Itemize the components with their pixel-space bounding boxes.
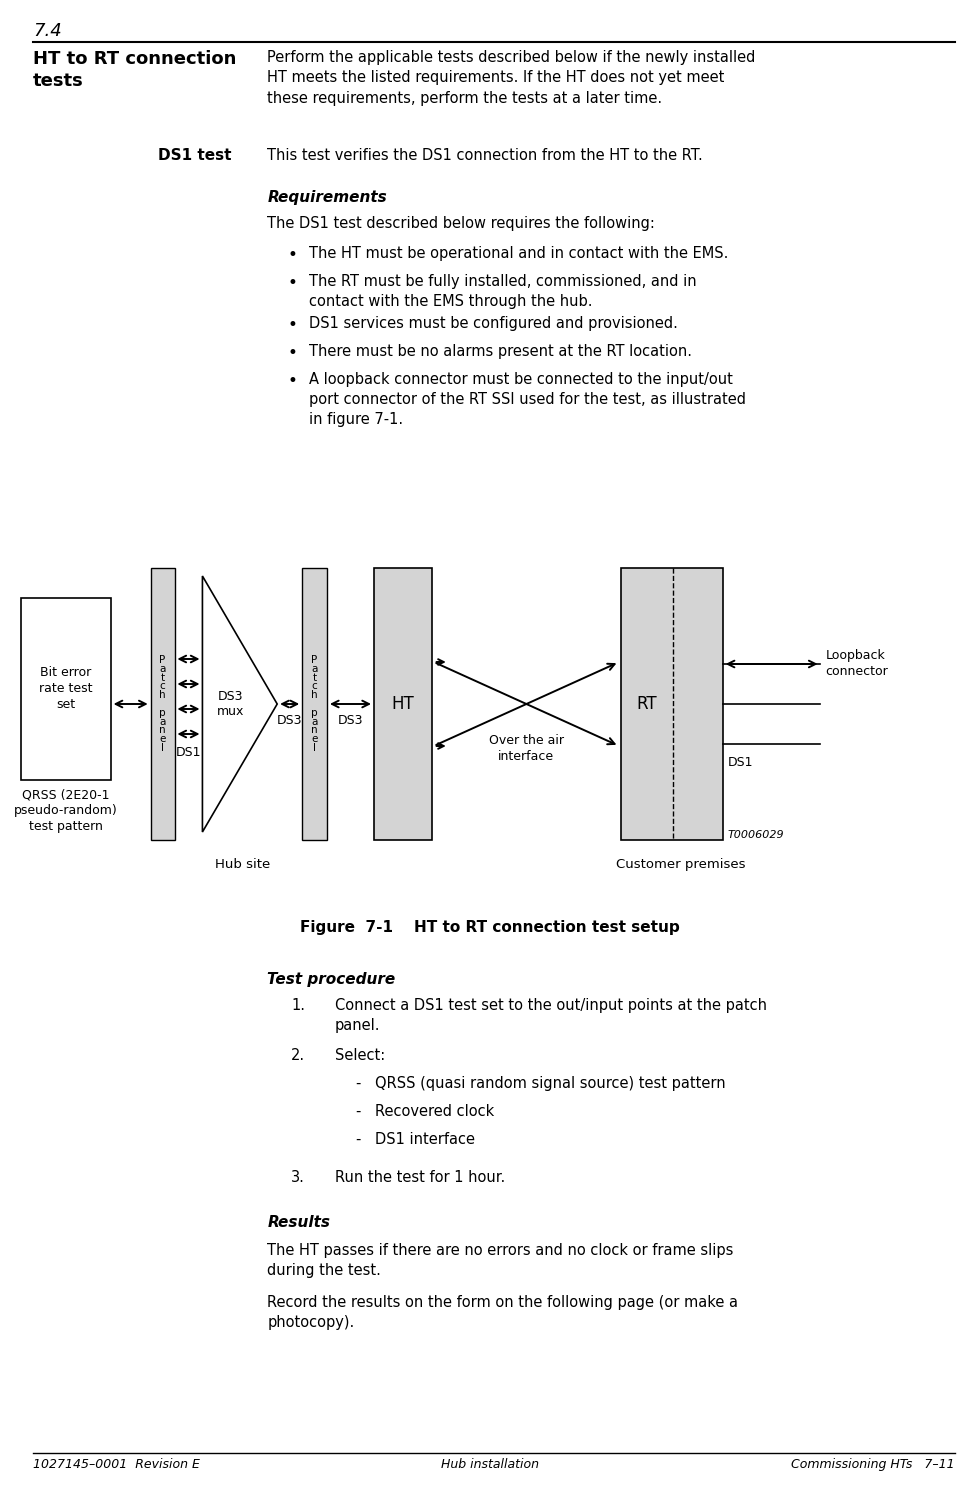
Polygon shape <box>202 576 277 832</box>
Text: DS3
mux: DS3 mux <box>217 689 244 718</box>
Bar <box>21 599 110 780</box>
Text: -: - <box>355 1077 361 1091</box>
Text: Select:: Select: <box>335 1048 385 1063</box>
Text: There must be no alarms present at the RT location.: There must be no alarms present at the R… <box>309 344 692 359</box>
Text: -: - <box>355 1132 361 1147</box>
Text: Figure  7-1    HT to RT connection test setup: Figure 7-1 HT to RT connection test setu… <box>300 920 679 935</box>
Text: HT: HT <box>392 695 414 713</box>
Text: Results: Results <box>268 1215 330 1230</box>
Text: Recovered clock: Recovered clock <box>375 1103 494 1120</box>
Text: QRSS (quasi random signal source) test pattern: QRSS (quasi random signal source) test p… <box>375 1077 726 1091</box>
Text: Bit error
rate test
set: Bit error rate test set <box>39 667 93 712</box>
Text: Loopback
connector: Loopback connector <box>826 649 888 677</box>
Text: 2.: 2. <box>291 1048 305 1063</box>
Text: T0006029: T0006029 <box>728 829 785 840</box>
Text: QRSS (2E20-1
pseudo-random)
test pattern: QRSS (2E20-1 pseudo-random) test pattern <box>14 788 117 832</box>
Text: •: • <box>287 344 297 362</box>
Text: DS1: DS1 <box>176 746 201 759</box>
Text: DS1: DS1 <box>728 756 753 768</box>
Text: Hub site: Hub site <box>215 858 270 871</box>
Text: P
a
t
c
h

p
a
n
e
l: P a t c h p a n e l <box>159 655 166 753</box>
Text: RT: RT <box>637 695 658 713</box>
Text: DS3: DS3 <box>338 715 363 727</box>
Text: DS1 interface: DS1 interface <box>375 1132 475 1147</box>
Text: The RT must be fully installed, commissioned, and in
contact with the EMS throug: The RT must be fully installed, commissi… <box>309 274 697 308</box>
Text: DS1 services must be configured and provisioned.: DS1 services must be configured and prov… <box>309 316 678 331</box>
Text: Requirements: Requirements <box>268 191 387 205</box>
Text: Hub installation: Hub installation <box>441 1458 538 1471</box>
Text: 1027145–0001  Revision E: 1027145–0001 Revision E <box>33 1458 200 1471</box>
Text: Record the results on the form on the following page (or make a
photocopy).: Record the results on the form on the fo… <box>268 1295 739 1330</box>
Text: A loopback connector must be connected to the input/out
port connector of the RT: A loopback connector must be connected t… <box>309 372 746 427</box>
Bar <box>374 567 432 840</box>
Text: Over the air
interface: Over the air interface <box>488 734 564 762</box>
Bar <box>150 567 175 840</box>
Text: Run the test for 1 hour.: Run the test for 1 hour. <box>335 1170 505 1185</box>
Text: Test procedure: Test procedure <box>268 972 396 987</box>
Text: -: - <box>355 1103 361 1120</box>
Bar <box>302 567 327 840</box>
Text: 7.4: 7.4 <box>33 22 62 40</box>
Text: The DS1 test described below requires the following:: The DS1 test described below requires th… <box>268 216 656 231</box>
Text: Customer premises: Customer premises <box>616 858 745 871</box>
Text: •: • <box>287 246 297 264</box>
Text: The HT passes if there are no errors and no clock or frame slips
during the test: The HT passes if there are no errors and… <box>268 1243 734 1279</box>
Text: Commissioning HTs   7–11: Commissioning HTs 7–11 <box>791 1458 956 1471</box>
Text: DS1 test: DS1 test <box>157 147 232 162</box>
Text: The HT must be operational and in contact with the EMS.: The HT must be operational and in contac… <box>309 246 729 261</box>
Text: P
a
t
c
h

p
a
n
e
l: P a t c h p a n e l <box>312 655 318 753</box>
Text: •: • <box>287 274 297 292</box>
Text: •: • <box>287 316 297 334</box>
Text: HT to RT connection
tests: HT to RT connection tests <box>33 51 236 89</box>
Text: 1.: 1. <box>291 998 305 1013</box>
Text: Connect a DS1 test set to the out/input points at the patch
panel.: Connect a DS1 test set to the out/input … <box>335 998 767 1033</box>
Bar <box>621 567 723 840</box>
Text: Perform the applicable tests described below if the newly installed
HT meets the: Perform the applicable tests described b… <box>268 51 755 106</box>
Text: DS3: DS3 <box>276 715 303 727</box>
Text: •: • <box>287 372 297 390</box>
Text: 3.: 3. <box>291 1170 305 1185</box>
Text: This test verifies the DS1 connection from the HT to the RT.: This test verifies the DS1 connection fr… <box>268 147 703 162</box>
